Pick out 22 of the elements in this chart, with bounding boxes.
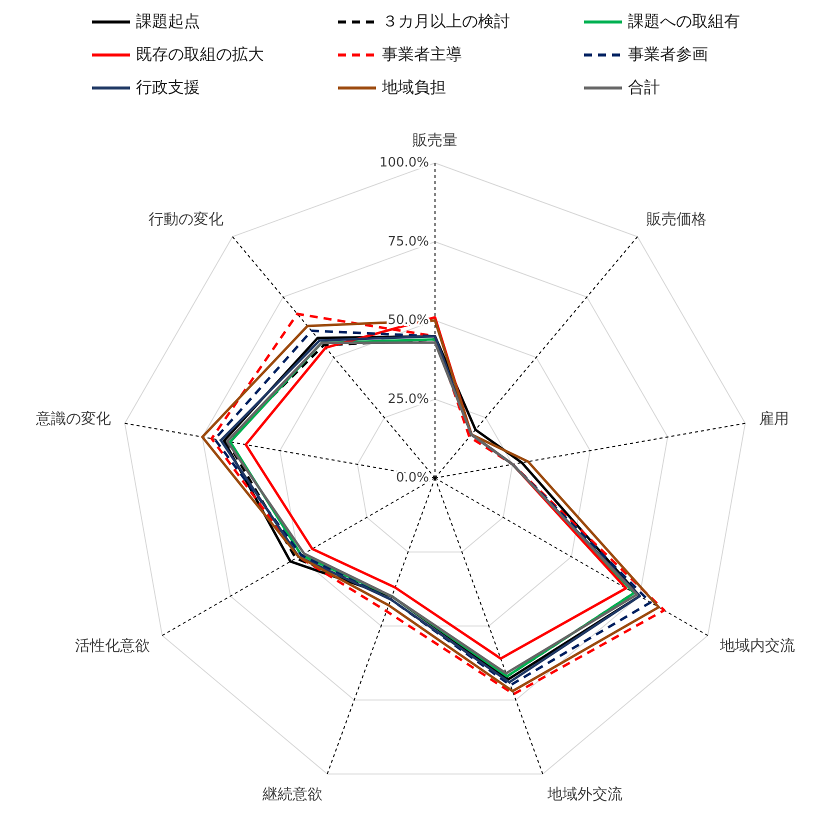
- spoke-label: 地域外交流: [546, 784, 623, 803]
- legend-label: 課題起点: [136, 11, 200, 30]
- y-tick-label: 0.0%: [396, 470, 429, 486]
- spoke-label: 雇用: [759, 410, 789, 428]
- legend-label: 課題への取組有: [628, 11, 740, 30]
- legend-label: 合計: [628, 77, 660, 96]
- y-tick-label: 75.0%: [388, 234, 429, 250]
- y-tick-label: 25.0%: [388, 392, 429, 407]
- spoke-label: 地域内交流: [718, 636, 795, 655]
- legend-label: 行政支援: [136, 77, 200, 96]
- legend-label: 事業者参画: [628, 44, 708, 64]
- legend-label: 既存の取組の拡大: [136, 44, 264, 64]
- spoke-label: 活性化意欲: [75, 636, 150, 655]
- legend-label: 地域負担: [381, 77, 446, 96]
- spoke-label: 販売価格: [646, 210, 706, 228]
- legend-label: ３カ月以上の検討: [382, 11, 510, 30]
- spoke-label: 意識の変化: [35, 410, 111, 428]
- spoke-label: 販売量: [412, 131, 458, 150]
- y-tick-label: 100.0%: [379, 156, 429, 171]
- spoke-label: 継続意欲: [261, 784, 322, 803]
- spoke-label: 行動の変化: [148, 210, 224, 228]
- legend-label: 事業者主導: [382, 44, 462, 64]
